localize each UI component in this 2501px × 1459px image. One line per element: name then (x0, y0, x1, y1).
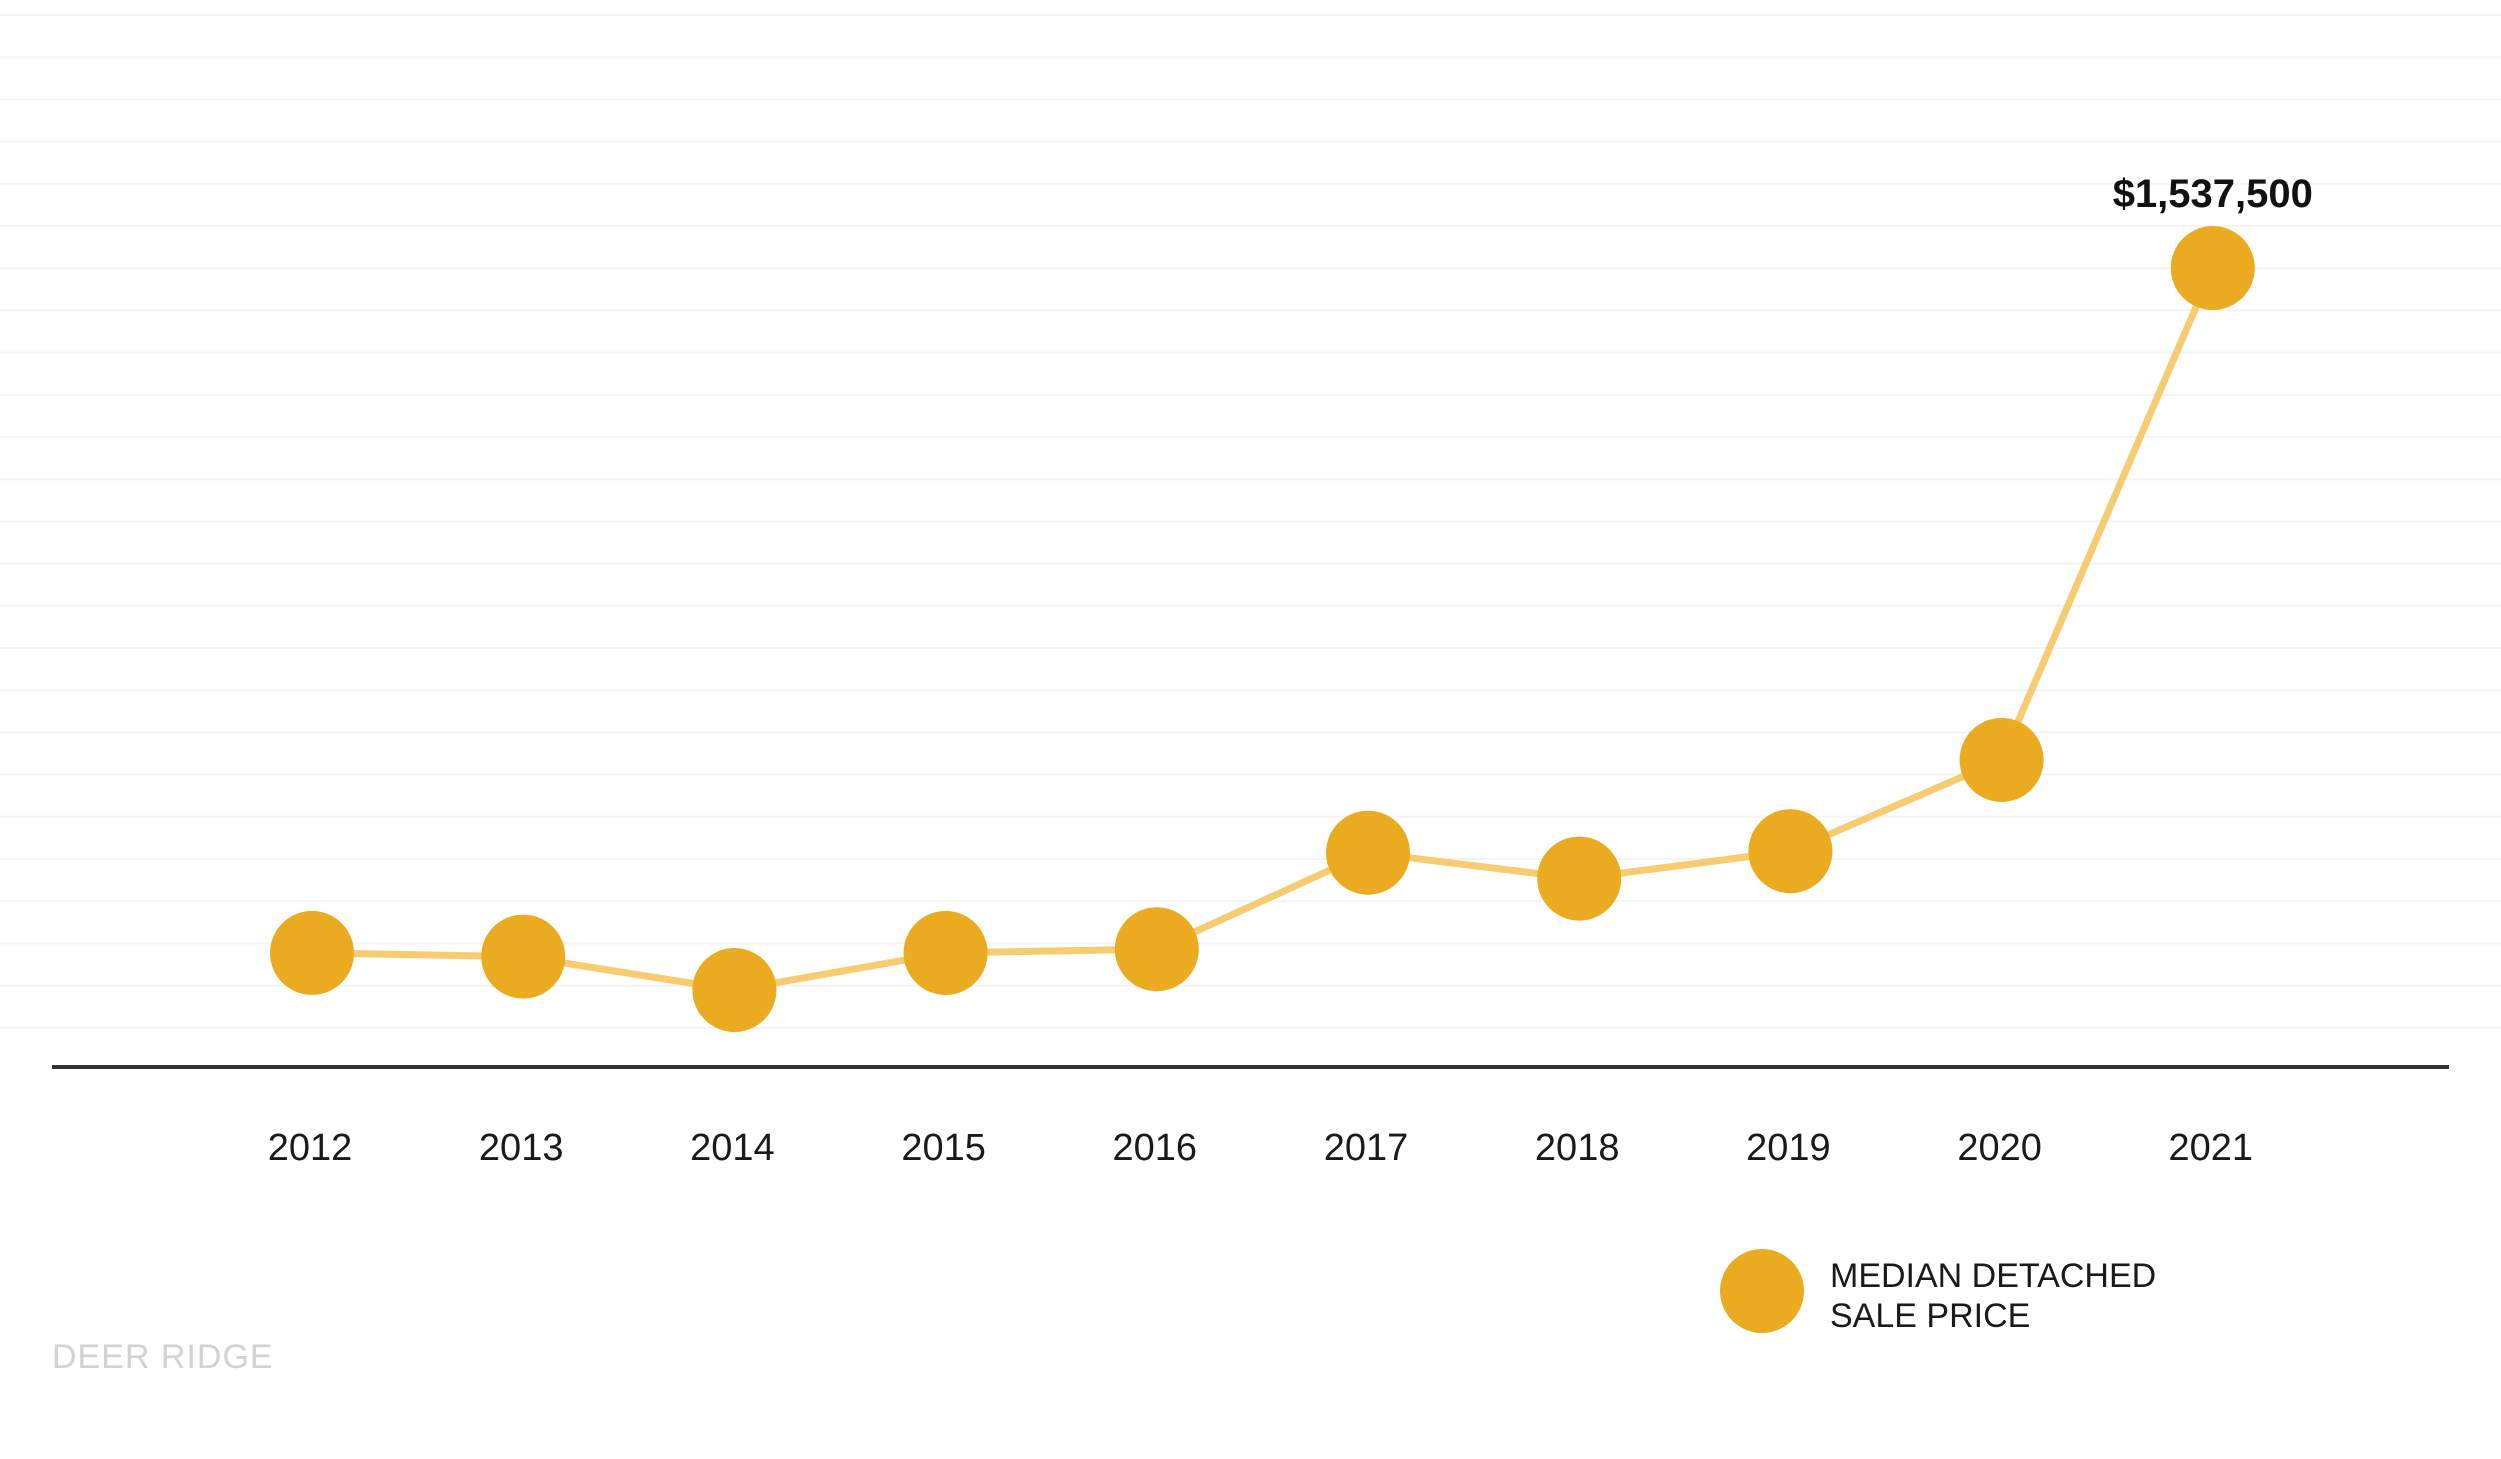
data-point-2020 (1959, 717, 2044, 802)
legend-circle-marker-icon (1720, 1249, 1804, 1333)
data-point-2017 (1326, 810, 1410, 895)
legend: MEDIAN DETACHED SALE PRICE (1720, 1249, 2156, 1335)
x-tick-label-2018: 2018 (1535, 1127, 1620, 1169)
x-tick-label-2012: 2012 (268, 1127, 353, 1169)
series-line-median-price (308, 264, 2217, 994)
x-tick-label-2021: 2021 (2169, 1127, 2254, 1169)
x-tick-label-2020: 2020 (1957, 1127, 2042, 1169)
data-point-2021 (2170, 226, 2255, 310)
legend-label-line2: SALE PRICE (1830, 1297, 2030, 1335)
x-tick-label-2016: 2016 (1113, 1127, 1198, 1169)
x-tick-label-2014: 2014 (690, 1127, 775, 1169)
data-labels: $1,537,500 (2113, 172, 2313, 216)
watermark-deer-ridge: DEER RIDGE (52, 1338, 274, 1376)
data-point-2018 (1537, 836, 1622, 921)
data-label-2021: $1,537,500 (2113, 172, 2313, 216)
x-tick-label-2019: 2019 (1746, 1127, 1831, 1169)
data-point-2016 (1114, 907, 1199, 992)
data-point-2015 (903, 910, 988, 995)
x-tick-label-2015: 2015 (901, 1127, 986, 1169)
x-tick-label-2013: 2013 (479, 1127, 564, 1169)
x-tick-labels: 2012 2013 2014 2015 2016 2017 2018 2019 2020 2021 (268, 1127, 2253, 1169)
legend-label-line1: MEDIAN DETACHED (1830, 1257, 2156, 1295)
data-point-2019 (1748, 809, 1833, 894)
data-point-2012 (270, 910, 354, 995)
data-points (270, 226, 2255, 1032)
data-point-2013 (481, 914, 566, 999)
x-tick-label-2017: 2017 (1324, 1127, 1409, 1169)
gridlines (0, 14, 2501, 1029)
data-point-2014 (692, 948, 777, 1032)
